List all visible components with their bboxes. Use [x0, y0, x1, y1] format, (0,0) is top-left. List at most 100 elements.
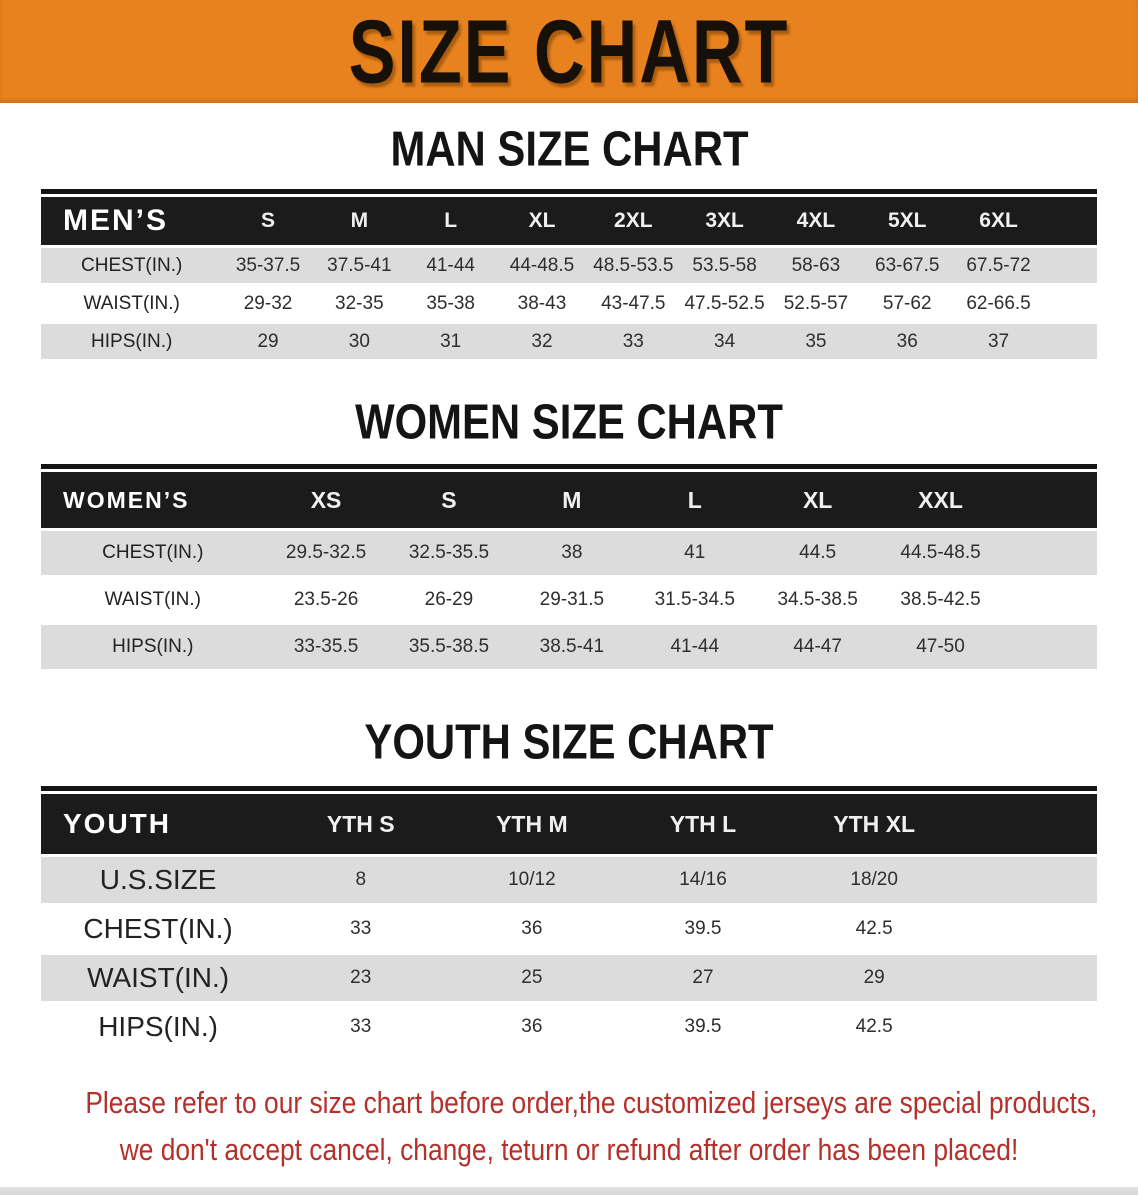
size-header-cell: 2XL [587, 197, 679, 245]
value-cell: 43-47.5 [587, 286, 679, 321]
value-cell: 35-38 [405, 286, 497, 321]
table-row: HIPS(IN.) 33-35.5 35.5-38.5 38.5-41 41-44 44-… [41, 625, 1097, 669]
row-label-cell: CHEST(IN.) [41, 531, 265, 575]
man-size-table-wrap: MEN’S S M L XL 2XL 3XL 4XL 5XL 6XL CHEST(IN.) 35-37… [41, 189, 1097, 362]
table-row: HIPS(IN.) 33 36 39.5 42.5 [41, 1004, 1097, 1050]
disclaimer: Please refer to our size chart before or… [0, 1079, 1138, 1173]
value-cell: 29.5-32.5 [264, 531, 388, 575]
size-header-cell: 3XL [678, 197, 771, 245]
value-cell: 34 [678, 324, 771, 359]
value-cell: 48.5-53.5 [587, 248, 679, 283]
value-cell: 39.5 [617, 906, 789, 952]
value-cell: 33 [275, 1004, 447, 1050]
value-cell: 31 [405, 324, 497, 359]
value-cell: 38-43 [496, 286, 588, 321]
size-header-cell: 4XL [770, 197, 862, 245]
size-header-cell: YTH M [446, 794, 618, 854]
women-section-title-wrap: WOMEN SIZE CHART [0, 393, 1138, 449]
value-cell: 44-48.5 [496, 248, 588, 283]
spacer-cell [1001, 531, 1097, 575]
value-cell: 53.5-58 [678, 248, 771, 283]
value-cell: 52.5-57 [770, 286, 862, 321]
row-label-cell: HIPS(IN.) [41, 625, 265, 669]
value-cell: 18/20 [788, 857, 960, 903]
size-header-cell: XL [496, 197, 588, 245]
spacer-cell [959, 794, 1097, 854]
table-title-cell: YOUTH [41, 794, 276, 854]
value-cell: 34.5-38.5 [756, 578, 880, 622]
value-cell: 23 [275, 955, 447, 1001]
value-cell: 32.5-35.5 [387, 531, 511, 575]
value-cell: 57-62 [861, 286, 953, 321]
row-label-cell: HIPS(IN.) [41, 1004, 276, 1050]
value-cell: 62-66.5 [952, 286, 1045, 321]
spacer-cell [1044, 197, 1097, 245]
value-cell: 44.5 [756, 531, 880, 575]
value-cell: 35-37.5 [222, 248, 314, 283]
size-header-cell: L [633, 472, 757, 528]
value-cell: 47-50 [879, 625, 1002, 669]
value-cell: 35 [770, 324, 862, 359]
value-cell: 10/12 [446, 857, 618, 903]
value-cell: 33 [275, 906, 447, 952]
value-cell: 33-35.5 [264, 625, 388, 669]
value-cell: 27 [617, 955, 789, 1001]
man-section-title-wrap: MAN SIZE CHART [0, 120, 1138, 177]
value-cell: 14/16 [617, 857, 789, 903]
size-header-cell: M [510, 472, 634, 528]
spacer-cell [1001, 578, 1097, 622]
value-cell: 41 [633, 531, 757, 575]
value-cell: 23.5-26 [264, 578, 388, 622]
value-cell: 32-35 [313, 286, 406, 321]
table-row: WAIST(IN.) 23 25 27 29 [41, 955, 1097, 1001]
size-header-cell: S [387, 472, 511, 528]
value-cell: 32 [496, 324, 588, 359]
disclaimer-line-2: we don't accept cancel, change, teturn o… [119, 1132, 1019, 1167]
row-label-cell: U.S.SIZE [41, 857, 276, 903]
value-cell: 33 [587, 324, 679, 359]
table-row: CHEST(IN.) 29.5-32.5 32.5-35.5 38 41 44.5 44.5… [41, 531, 1097, 575]
value-cell: 36 [861, 324, 953, 359]
size-header-cell: XL [756, 472, 880, 528]
table-header-row: MEN’S S M L XL 2XL 3XL 4XL 5XL 6XL [41, 197, 1097, 245]
value-cell: 29-32 [222, 286, 314, 321]
spacer-cell [1001, 625, 1097, 669]
value-cell: 26-29 [387, 578, 511, 622]
value-cell: 37.5-41 [313, 248, 406, 283]
women-size-table-wrap: WOMEN’S XS S M L XL XXL CHEST(IN.) 29.5-32.5 32.5… [41, 464, 1097, 672]
value-cell: 25 [446, 955, 618, 1001]
size-chart-banner: SIZE CHART [0, 0, 1138, 103]
value-cell: 41-44 [405, 248, 497, 283]
youth-size-table-wrap: YOUTH YTH S YTH M YTH L YTH XL U.S.SIZE 8 10/12… [41, 786, 1097, 1053]
value-cell: 29-31.5 [510, 578, 634, 622]
size-header-cell: L [405, 197, 497, 245]
table-row: HIPS(IN.) 29 30 31 32 33 34 35 36 37 [41, 324, 1097, 359]
size-header-cell: 6XL [952, 197, 1045, 245]
table-row: CHEST(IN.) 35-37.5 37.5-41 41-44 44-48.5 48.5… [41, 248, 1097, 283]
spacer-cell [959, 906, 1097, 952]
value-cell: 38.5-41 [510, 625, 634, 669]
value-cell: 44.5-48.5 [879, 531, 1002, 575]
table-header-row: YOUTH YTH S YTH M YTH L YTH XL [41, 794, 1097, 854]
size-header-cell: M [313, 197, 406, 245]
table-row: WAIST(IN.) 23.5-26 26-29 29-31.5 31.5-34.5 34… [41, 578, 1097, 622]
table-title-cell: MEN’S [41, 197, 223, 245]
row-label-cell: WAIST(IN.) [41, 578, 265, 622]
size-header-cell: S [222, 197, 314, 245]
row-label-cell: WAIST(IN.) [41, 286, 223, 321]
row-label-cell: CHEST(IN.) [41, 248, 223, 283]
value-cell: 36 [446, 906, 618, 952]
man-section-title: MAN SIZE CHART [389, 120, 749, 177]
value-cell: 30 [313, 324, 406, 359]
disclaimer-line-1: Please refer to our size chart before or… [85, 1085, 1098, 1120]
youth-section-title: YOUTH SIZE CHART [364, 713, 774, 770]
table-row: U.S.SIZE 8 10/12 14/16 18/20 [41, 857, 1097, 903]
man-size-table: MEN’S S M L XL 2XL 3XL 4XL 5XL 6XL CHEST(IN.) 35-37… [41, 194, 1097, 362]
value-cell: 44-47 [756, 625, 880, 669]
row-label-cell: HIPS(IN.) [41, 324, 223, 359]
value-cell: 67.5-72 [952, 248, 1045, 283]
row-label-cell: WAIST(IN.) [41, 955, 276, 1001]
youth-section-title-wrap: YOUTH SIZE CHART [0, 713, 1138, 770]
value-cell: 35.5-38.5 [387, 625, 511, 669]
value-cell: 58-63 [770, 248, 862, 283]
